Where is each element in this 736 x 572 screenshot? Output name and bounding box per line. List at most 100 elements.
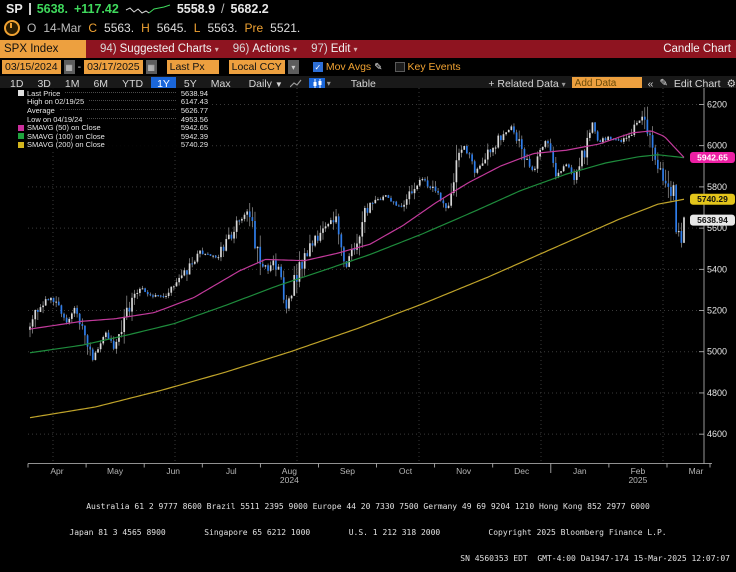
svg-text:Apr: Apr bbox=[50, 466, 63, 476]
calendar-icon[interactable]: ▦ bbox=[145, 60, 157, 74]
svg-text:5600: 5600 bbox=[707, 223, 727, 233]
svg-text:Sep: Sep bbox=[340, 466, 355, 476]
open-label: O bbox=[27, 20, 37, 35]
legend-value: 5626.77 bbox=[180, 105, 208, 115]
chevron-down-icon: ▼ bbox=[274, 79, 283, 89]
legend-value: 5942.39 bbox=[180, 131, 208, 141]
footer-terminal-info: SN 4560353 EDT GMT-4:00 Da1947-174 15-Ma… bbox=[460, 553, 730, 563]
currency-select[interactable]: Local CCY bbox=[228, 60, 285, 74]
price-cursor-icon bbox=[28, 3, 31, 15]
chevron-down-icon: ▾ bbox=[214, 44, 219, 54]
frequency-select[interactable]: Daily ▼ bbox=[248, 77, 283, 90]
calendar-icon[interactable]: ▦ bbox=[63, 60, 75, 74]
table-button[interactable]: Table bbox=[350, 77, 376, 90]
svg-text:Jul: Jul bbox=[226, 466, 237, 476]
range-ytd[interactable]: YTD bbox=[122, 77, 144, 90]
legend-marker-icon bbox=[18, 116, 24, 122]
pencil-icon[interactable]: ✎ bbox=[374, 61, 383, 73]
chevron-down-icon: ▾ bbox=[561, 79, 566, 89]
mov-avgs-checkbox[interactable]: ✓ bbox=[312, 62, 323, 72]
legend-marker-icon bbox=[18, 141, 24, 148]
range-5y[interactable]: 5Y bbox=[183, 77, 197, 90]
range-1d[interactable]: 1D bbox=[10, 77, 24, 90]
legend-label: SMAVG (200) on Close bbox=[27, 140, 105, 150]
legend-label: SMAVG (50) on Close bbox=[27, 123, 101, 133]
settings-bar: 03/15/2024 ▦ - 03/17/2025 ▦ Last Px Loca… bbox=[0, 59, 736, 75]
range-max[interactable]: Max bbox=[210, 77, 231, 90]
ticker-date: 14-Mar bbox=[43, 20, 82, 35]
range-1m[interactable]: 1M bbox=[64, 77, 80, 90]
chart-type-label: Candle Chart bbox=[663, 43, 731, 55]
legend-label: SMAVG (100) on Close bbox=[27, 131, 105, 141]
stat-value-high: 5645. bbox=[156, 20, 187, 35]
key-events-checkbox[interactable] bbox=[394, 62, 405, 72]
svg-text:Mar: Mar bbox=[689, 466, 704, 476]
legend-row: Average 5626.77 bbox=[18, 106, 208, 115]
footer-phones-2: Japan 81 3 4565 8900 Singapore 65 6212 1… bbox=[69, 527, 667, 537]
legend-value: 5740.29 bbox=[180, 140, 208, 150]
chevron-down-icon: ▾ bbox=[293, 44, 298, 54]
mov-avgs-label: Mov Avgs bbox=[325, 61, 372, 73]
svg-text:May: May bbox=[107, 466, 124, 476]
legend-row: Low on 04/19/24 4953.56 bbox=[18, 115, 208, 124]
line-chart-icon[interactable] bbox=[288, 78, 304, 90]
svg-text:4600: 4600 bbox=[707, 429, 727, 439]
date-to-input[interactable]: 03/17/2025 bbox=[84, 60, 143, 74]
legend-value: 5942.65 bbox=[180, 123, 208, 133]
ticker-range-high: 5682.2 bbox=[230, 2, 269, 16]
menu-suggested-charts[interactable]: 94) Suggested Charts ▾ bbox=[100, 43, 219, 55]
chevron-down-icon[interactable]: ▾ bbox=[287, 60, 299, 74]
sparkline bbox=[125, 4, 170, 14]
range-separator: / bbox=[221, 2, 225, 16]
candle-chart-icon[interactable] bbox=[308, 77, 325, 90]
add-data-input[interactable] bbox=[571, 77, 642, 90]
svg-text:6000: 6000 bbox=[707, 141, 727, 151]
legend-label: Low on 04/19/24 bbox=[27, 114, 83, 124]
legend-row: SMAVG (50) on Close 5942.65 bbox=[18, 123, 208, 132]
svg-text:5000: 5000 bbox=[707, 347, 727, 357]
legend-marker-icon bbox=[18, 90, 24, 97]
ticker-symbol: SP bbox=[6, 2, 23, 16]
footer: Australia 61 2 9777 8600 Brazil 5511 239… bbox=[0, 486, 736, 572]
legend-label: High on 02/19/25 bbox=[27, 97, 85, 107]
price-chart[interactable]: Apr May Jun Jul Aug Sep Oct Nov Dec Jan Feb Mar 2024… bbox=[0, 88, 736, 486]
chevron-down-icon[interactable]: ▾ bbox=[326, 79, 331, 88]
svg-text:2025: 2025 bbox=[628, 475, 647, 485]
legend-marker-icon bbox=[18, 99, 24, 105]
chart-toolbar: 1D 3D 1M 6M YTD 1Y 5Y Max Daily ▼ ▾ Tabl… bbox=[0, 76, 736, 91]
svg-text:Aug: Aug bbox=[282, 466, 297, 476]
svg-text:Feb: Feb bbox=[631, 466, 646, 476]
legend-marker-icon bbox=[18, 133, 24, 140]
chevron-down-icon: ▾ bbox=[353, 44, 358, 54]
legend-value: 4953.56 bbox=[180, 114, 208, 124]
range-1y[interactable]: 1Y bbox=[151, 76, 176, 91]
range-3d[interactable]: 3D bbox=[37, 77, 51, 90]
related-data-button[interactable]: + Related Data ▾ bbox=[488, 77, 566, 90]
legend-value: 5638.94 bbox=[180, 88, 208, 98]
stat-label-close: C bbox=[88, 20, 98, 35]
menu-actions[interactable]: 96) Actions ▾ bbox=[232, 43, 298, 55]
svg-text:Nov: Nov bbox=[456, 466, 472, 476]
stat-value-close: 5563. bbox=[104, 20, 135, 35]
ticker-bar: SP 5638. +117.42 5558.9 / 5682.2 bbox=[0, 0, 736, 18]
key-events-label: Key Events bbox=[407, 61, 461, 73]
date-from-input[interactable]: 03/15/2024 bbox=[2, 60, 61, 74]
footer-phones-1: Australia 61 2 9777 8600 Brazil 5511 239… bbox=[86, 502, 650, 512]
edit-chart-button[interactable]: Edit Chart bbox=[673, 77, 721, 90]
svg-text:6200: 6200 bbox=[707, 99, 727, 109]
stat-value-pre: 5521. bbox=[270, 20, 301, 35]
collapse-icon[interactable]: « bbox=[647, 77, 654, 90]
menu-edit[interactable]: 97) Edit ▾ bbox=[311, 43, 358, 55]
svg-text:2024: 2024 bbox=[280, 475, 299, 485]
svg-text:4800: 4800 bbox=[707, 388, 727, 398]
legend-value: 6147.43 bbox=[180, 97, 208, 107]
security-field[interactable]: SPX Index bbox=[0, 40, 86, 58]
range-6m[interactable]: 6M bbox=[93, 77, 109, 90]
price-field-select[interactable]: Last Px bbox=[166, 60, 219, 74]
gear-icon[interactable]: ⚙ bbox=[726, 77, 736, 90]
candlestick-canvas[interactable]: Apr May Jun Jul Aug Sep Oct Nov Dec Jan Feb Mar 2024… bbox=[0, 88, 736, 486]
stat-label-high: H bbox=[141, 20, 150, 35]
legend-row: Last Price 5638.94 bbox=[18, 89, 208, 98]
svg-text:5400: 5400 bbox=[707, 264, 727, 274]
pencil-icon[interactable]: ✎ bbox=[659, 78, 668, 89]
